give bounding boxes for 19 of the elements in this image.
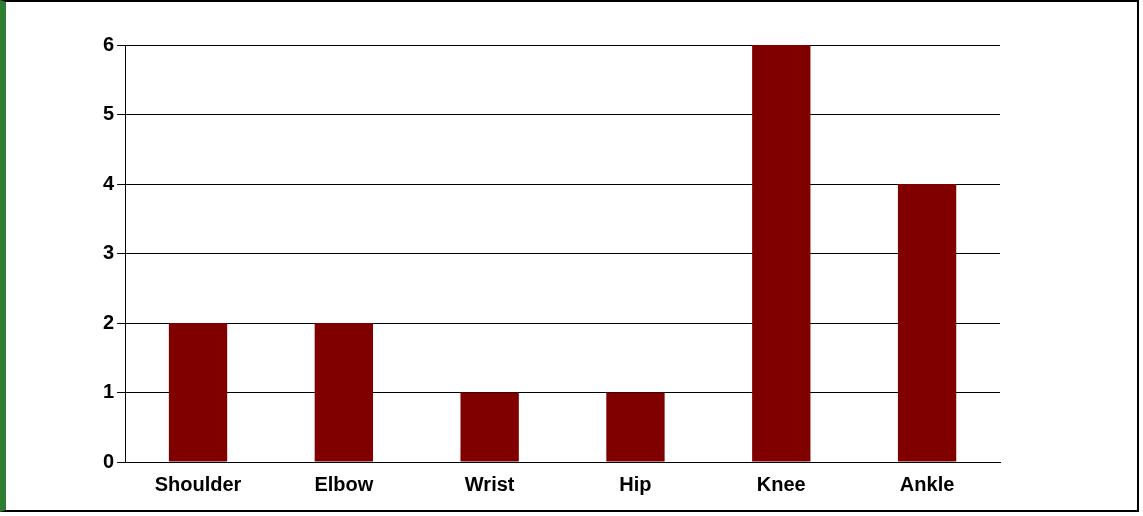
x-tick-label: Hip <box>619 472 652 495</box>
x-tick-label: Knee <box>756 472 806 495</box>
bar <box>168 323 228 462</box>
bar <box>460 392 519 462</box>
x-tick-label: Ankle <box>899 472 955 495</box>
x-tick-label: Wrist <box>464 472 515 495</box>
y-tick-label: 5 <box>103 102 115 125</box>
y-tick-label: 0 <box>103 449 115 472</box>
y-tick-label: 6 <box>103 32 115 55</box>
y-tick-label: 3 <box>103 241 115 264</box>
bar <box>897 184 957 462</box>
bar <box>752 45 811 462</box>
x-tick-label: Shoulder <box>154 472 242 495</box>
bar <box>314 323 374 462</box>
x-tick-label: Elbow <box>314 472 374 495</box>
y-tick-label: 4 <box>103 171 115 194</box>
y-tick-label: 2 <box>103 310 115 333</box>
y-tick-label: 1 <box>103 380 115 403</box>
bar <box>606 392 665 462</box>
